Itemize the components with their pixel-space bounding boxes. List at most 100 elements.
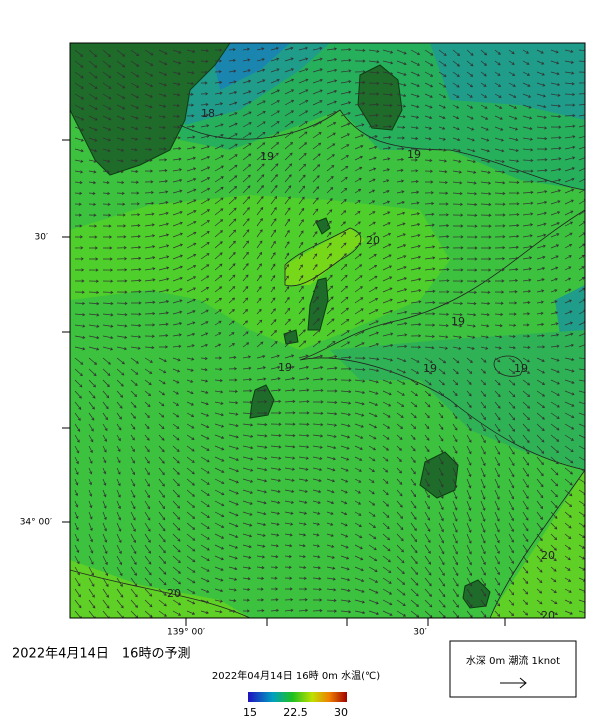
- current-arrow: [256, 131, 266, 139]
- current-arrow: [102, 335, 114, 340]
- current-arrow: [508, 368, 516, 374]
- colorbar: [248, 692, 347, 702]
- current-arrow: [494, 324, 503, 328]
- current-arrow: [256, 341, 264, 348]
- current-arrow: [480, 82, 487, 87]
- current-arrow: [326, 285, 334, 293]
- current-arrow: [312, 329, 321, 337]
- current-arrow: [116, 379, 124, 387]
- current-arrow: [494, 577, 500, 586]
- contour-label: 20: [541, 609, 555, 622]
- current-arrow: [354, 200, 361, 205]
- current-arrow: [438, 191, 449, 195]
- current-arrow: [74, 368, 83, 377]
- current-arrow: [144, 599, 153, 608]
- current-arrow: [536, 489, 544, 499]
- current-arrow: [242, 355, 252, 359]
- current-arrow: [466, 467, 472, 478]
- current-arrow: [74, 412, 81, 421]
- current-arrow: [382, 146, 392, 150]
- current-arrow: [158, 82, 167, 87]
- current-arrow: [550, 522, 558, 530]
- current-arrow: [256, 174, 265, 183]
- current-arrow: [424, 544, 431, 554]
- current-arrow: [284, 174, 292, 183]
- current-arrow: [284, 576, 293, 580]
- current-arrow: [438, 245, 450, 250]
- current-arrow: [298, 196, 305, 205]
- current-arrow: [102, 577, 109, 588]
- current-arrow: [144, 323, 156, 327]
- current-arrow: [116, 115, 126, 120]
- current-arrow: [368, 401, 379, 406]
- current-arrow: [298, 241, 304, 249]
- current-arrow: [214, 263, 223, 271]
- current-arrow: [340, 412, 351, 416]
- current-arrow: [186, 423, 195, 429]
- current-arrow: [452, 279, 464, 283]
- current-arrow: [298, 489, 308, 493]
- current-arrow: [536, 115, 547, 119]
- current-arrow: [102, 224, 112, 228]
- current-arrow: [466, 423, 472, 432]
- current-arrow: [466, 115, 474, 120]
- current-arrow: [214, 309, 222, 315]
- current-arrow: [242, 58, 251, 62]
- current-arrow: [186, 321, 196, 326]
- current-arrow: [116, 577, 123, 587]
- current-arrow: [228, 175, 238, 183]
- current-arrow: [242, 500, 253, 505]
- current-arrow: [536, 147, 548, 151]
- current-arrow: [130, 159, 138, 163]
- current-arrow: [536, 511, 543, 520]
- current-arrow: [74, 423, 81, 432]
- current-arrow: [172, 489, 180, 498]
- current-arrow: [172, 60, 182, 65]
- current-arrow: [452, 401, 458, 408]
- current-arrow: [354, 112, 365, 117]
- current-arrow: [228, 445, 239, 450]
- current-arrow: [242, 366, 252, 370]
- current-arrow: [522, 445, 530, 455]
- current-arrow: [382, 82, 394, 86]
- current-arrow: [382, 555, 391, 563]
- current-arrow: [340, 176, 348, 183]
- current-arrow: [144, 357, 153, 363]
- current-arrow: [284, 264, 289, 271]
- sea-coldest: [210, 43, 290, 90]
- current-arrow: [578, 49, 585, 52]
- current-arrow: [130, 379, 138, 386]
- current-arrow: [256, 555, 266, 559]
- current-arrow: [200, 599, 210, 604]
- current-arrow: [578, 467, 585, 474]
- current-arrow: [564, 277, 572, 282]
- current-arrow: [424, 334, 435, 339]
- current-arrow: [410, 566, 419, 575]
- current-arrow: [536, 311, 544, 315]
- current-arrow: [312, 100, 323, 106]
- current-arrow: [242, 263, 249, 271]
- current-arrow: [200, 166, 211, 172]
- current-arrow: [228, 320, 235, 326]
- current-arrow: [312, 307, 320, 315]
- current-arrow: [424, 522, 431, 532]
- current-arrow: [382, 343, 394, 348]
- current-arrow: [312, 587, 322, 591]
- current-arrow: [256, 411, 268, 415]
- current-arrow: [494, 279, 505, 283]
- current-arrow: [438, 588, 446, 598]
- current-arrow: [354, 467, 362, 472]
- current-arrow: [396, 104, 407, 108]
- current-arrow: [340, 577, 351, 582]
- current-arrow: [578, 71, 585, 73]
- current-arrow: [466, 192, 478, 196]
- current-arrow: [228, 367, 238, 371]
- current-arrow: [480, 434, 486, 444]
- current-arrow: [494, 379, 501, 386]
- current-arrow: [214, 230, 223, 238]
- current-arrow: [312, 576, 322, 581]
- current-arrow: [494, 82, 502, 87]
- current-arrow: [158, 288, 170, 293]
- current-arrow: [536, 588, 543, 594]
- current-arrow: [74, 467, 79, 475]
